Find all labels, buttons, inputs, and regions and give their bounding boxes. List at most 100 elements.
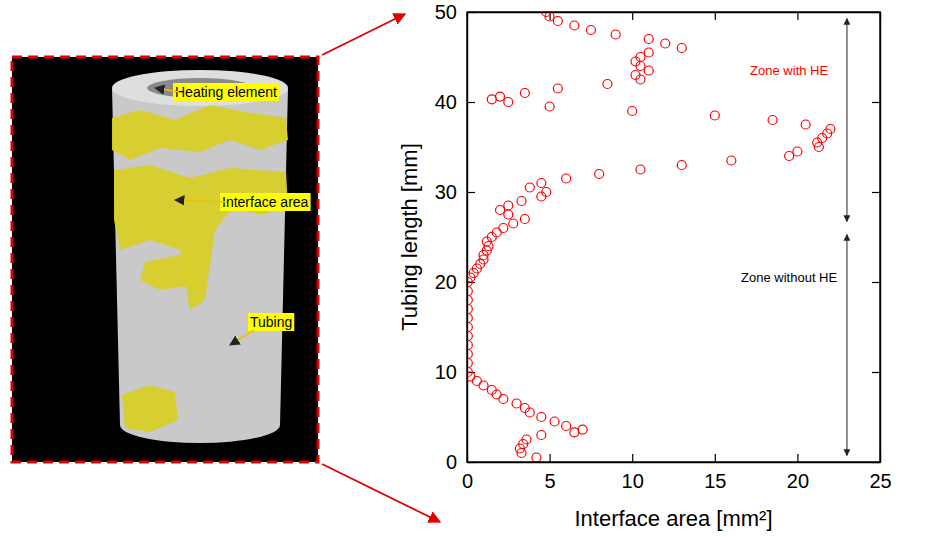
tick-label: 30 — [435, 181, 457, 203]
data-point — [570, 21, 579, 30]
data-point — [512, 399, 521, 408]
data-point — [785, 152, 794, 161]
tick: 10 — [622, 454, 644, 492]
image-label-text: Tubing — [250, 314, 292, 330]
image-label-arrow — [155, 88, 179, 92]
tick-mark — [549, 454, 550, 462]
x-axis-top — [468, 12, 881, 20]
tick — [872, 372, 880, 373]
data-point — [611, 30, 620, 39]
data-point — [793, 147, 802, 156]
image-label: Interface area — [175, 193, 311, 211]
zone-label: Zone without HE — [741, 270, 837, 285]
data-point — [499, 395, 508, 404]
interface-patches — [112, 105, 288, 432]
data-point — [537, 431, 546, 440]
data-point — [768, 116, 777, 125]
image-label-arrow — [175, 200, 226, 202]
data-point — [553, 84, 562, 93]
zone-arrow — [846, 19, 847, 222]
tick-label: 25 — [869, 470, 891, 492]
tick-label: 15 — [704, 470, 726, 492]
tick-mark — [632, 12, 633, 20]
data-point — [710, 111, 719, 120]
tick-mark — [797, 12, 798, 20]
tick-label: 20 — [435, 271, 457, 293]
tick-mark — [872, 282, 880, 283]
data-point — [522, 435, 531, 444]
data-point — [595, 170, 604, 179]
data-point — [644, 66, 653, 75]
interface-patch — [112, 105, 288, 160]
image-label: Heating element — [155, 83, 279, 101]
data-point — [467, 314, 472, 323]
data-point — [532, 453, 541, 462]
data-point — [467, 305, 472, 314]
data-point — [467, 350, 472, 359]
zone-arrow — [846, 235, 847, 456]
image-label-box — [173, 83, 279, 101]
image-label-arrow — [230, 330, 254, 345]
data-point — [644, 48, 653, 57]
data-point — [636, 165, 645, 174]
data-point — [537, 413, 546, 422]
plot-frame — [467, 12, 880, 462]
data-point — [467, 323, 472, 332]
data-point — [661, 39, 670, 48]
data-point — [550, 417, 559, 426]
tick-mark — [715, 12, 716, 20]
tick-label: 0 — [462, 470, 473, 492]
image-label-text: Interface area — [222, 194, 309, 210]
data-point — [537, 179, 546, 188]
data-point — [525, 183, 534, 192]
tick-label: 20 — [787, 470, 809, 492]
data-point — [553, 17, 562, 26]
y-axis-right — [872, 13, 881, 463]
data-point — [545, 102, 554, 111]
data-point — [644, 35, 653, 44]
data-point — [578, 425, 587, 434]
data-point — [562, 422, 571, 431]
tick-mark — [797, 454, 798, 462]
data-point — [492, 228, 501, 237]
tick-label: 10 — [435, 361, 457, 383]
data-point — [801, 120, 810, 129]
data-point — [520, 89, 529, 98]
data-point — [628, 107, 637, 116]
tick-mark — [715, 454, 716, 462]
data-point — [677, 161, 686, 170]
image-frame — [12, 57, 318, 462]
tick: 10 — [435, 361, 475, 383]
data-point — [727, 156, 736, 165]
y-axis: 01020304050 — [435, 1, 475, 473]
x-axis: 0 5 10 15 20 25 — [462, 454, 892, 492]
tick — [872, 192, 880, 193]
tick: 5 — [545, 454, 556, 492]
tick — [797, 12, 798, 20]
data-point — [467, 332, 472, 341]
tick-label: 0 — [446, 451, 457, 473]
data-point — [487, 386, 496, 395]
tick-mark — [467, 192, 475, 193]
data-point — [570, 428, 579, 437]
image-label-box — [248, 313, 294, 331]
tick — [632, 12, 633, 20]
data-point — [504, 201, 513, 210]
x-axis-title: Interface area [mm²] — [574, 506, 772, 531]
data-point — [636, 53, 645, 62]
image-background — [12, 57, 318, 462]
image-label-box — [220, 193, 311, 211]
points — [467, 12, 835, 462]
tick — [715, 12, 716, 20]
tick-mark — [872, 192, 880, 193]
data-point — [677, 44, 686, 53]
data-point — [499, 224, 508, 233]
data-point — [542, 188, 551, 197]
data-point — [467, 368, 472, 377]
tick-label: 5 — [545, 470, 556, 492]
data-point — [504, 210, 513, 219]
interface-patch — [122, 385, 178, 432]
tick-mark — [632, 454, 633, 462]
tick: 30 — [435, 181, 475, 203]
tick-mark — [467, 102, 475, 103]
